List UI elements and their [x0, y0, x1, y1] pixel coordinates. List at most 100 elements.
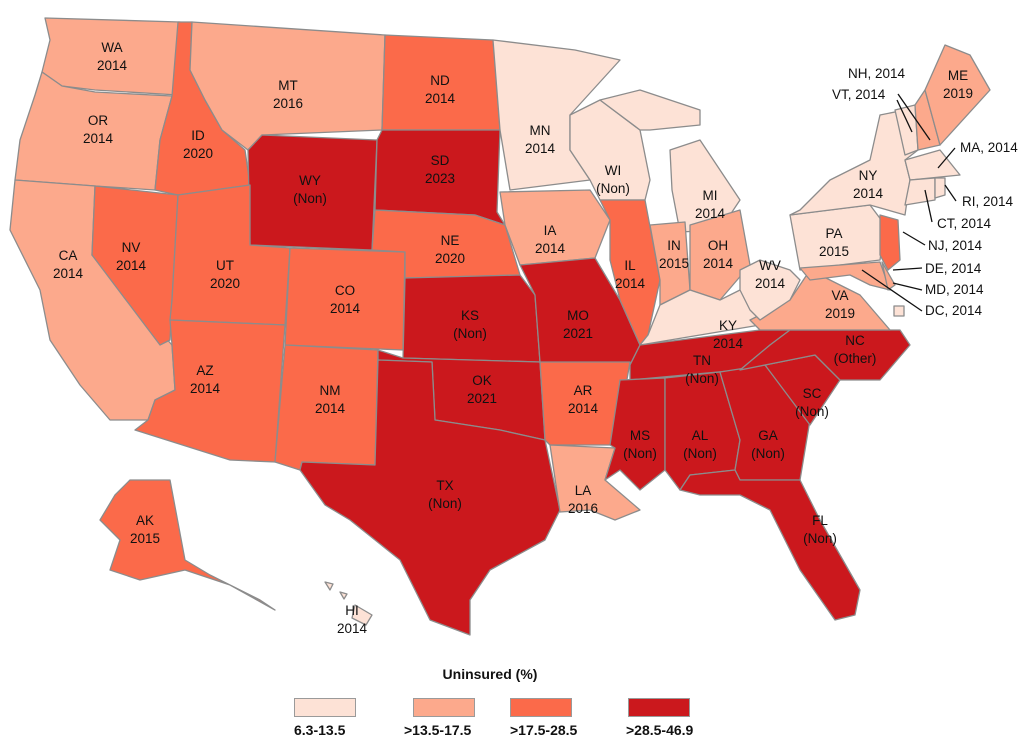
state-value-in: 2015	[659, 256, 689, 271]
state-abbr-ky: KY	[719, 318, 737, 333]
state-abbr-nc: NC	[845, 333, 865, 348]
state-de	[881, 261, 896, 291]
state-value-ks: (Non)	[453, 326, 487, 341]
legend-swatch-3	[510, 698, 572, 717]
state-abbr-or: OR	[88, 113, 109, 128]
callout-dc: DC, 2014	[925, 303, 983, 318]
callout-md: MD, 2014	[925, 282, 984, 297]
state-va	[749, 269, 891, 331]
state-ri	[934, 177, 946, 199]
state-abbr-mn: MN	[530, 123, 551, 138]
state-abbr-ny: NY	[859, 168, 878, 183]
state-abbr-ut: UT	[216, 258, 234, 273]
state-abbr-ga: GA	[758, 428, 778, 443]
state-value-nd: 2014	[425, 91, 456, 106]
state-value-ut: 2020	[210, 276, 240, 291]
state-value-oh: 2014	[703, 256, 734, 271]
state-me	[924, 44, 991, 146]
state-value-va: 2019	[825, 306, 855, 321]
leader-line-md	[892, 282, 923, 291]
state-value-mo: 2021	[563, 326, 593, 341]
state-value-tn: (Non)	[685, 371, 719, 386]
state-value-la: 2016	[568, 501, 598, 516]
state-value-mi: 2014	[695, 206, 726, 221]
state-value-ga: (Non)	[751, 446, 785, 461]
leader-line-nh	[897, 93, 931, 141]
state-abbr-sc: SC	[803, 386, 822, 401]
callout-ri: RI, 2014	[962, 194, 1014, 209]
state-ma	[904, 149, 961, 181]
state-abbr-ms: MS	[630, 428, 650, 443]
state-value-wv: 2014	[755, 276, 786, 291]
state-abbr-nm: NM	[320, 383, 341, 398]
state-dc	[893, 305, 905, 317]
state-abbr-mi: MI	[703, 188, 718, 203]
legend-title: Uninsured (%)	[442, 666, 538, 682]
state-abbr-nv: NV	[122, 240, 141, 255]
state-value-ca: 2014	[53, 266, 84, 281]
state-abbr-la: LA	[575, 483, 592, 498]
state-value-ny: 2014	[853, 186, 884, 201]
state-value-mn: 2014	[525, 141, 556, 156]
state-abbr-fl: FL	[812, 513, 828, 528]
state-abbr-mt: MT	[278, 78, 298, 93]
callout-ma: MA, 2014	[960, 140, 1018, 155]
state-value-mt: 2016	[273, 96, 303, 111]
state-abbr-oh: OH	[708, 238, 728, 253]
legend-label-3: >17.5-28.5	[510, 722, 578, 738]
state-value-ms: (Non)	[623, 446, 657, 461]
state-md	[799, 261, 891, 291]
state-ny	[789, 109, 919, 216]
state-value-az: 2014	[190, 381, 221, 396]
state-nc	[739, 329, 911, 381]
state-co	[284, 247, 406, 351]
state-ct	[904, 177, 936, 206]
leader-line-dc	[861, 269, 923, 312]
state-hi	[351, 604, 373, 626]
state-value-or: 2014	[83, 131, 114, 146]
state-value-wi: (Non)	[596, 181, 630, 196]
state-value-ky: 2014	[713, 336, 744, 351]
legend-swatch-1	[294, 698, 356, 717]
callout-ct: CT, 2014	[937, 216, 992, 231]
leader-line-ct	[924, 189, 933, 223]
state-wy	[247, 134, 378, 251]
state-abbr-me: ME	[948, 68, 968, 83]
state-oh	[689, 209, 751, 301]
state-abbr-ca: CA	[59, 248, 78, 263]
state-abbr-sd: SD	[431, 153, 450, 168]
state-abbr-ia: IA	[544, 223, 557, 238]
legend-label-2: >13.5-17.5	[404, 722, 472, 738]
state-miu	[599, 89, 701, 131]
leader-line-vt	[896, 99, 913, 133]
state-abbr-tn: TN	[693, 353, 711, 368]
state-value-tx: (Non)	[428, 496, 462, 511]
state-value-wy: (Non)	[293, 191, 327, 206]
state-wa	[41, 17, 181, 96]
state-abbr-va: VA	[831, 288, 848, 303]
state-abbr-il: IL	[624, 258, 636, 273]
state-abbr-ar: AR	[574, 383, 593, 398]
state-abbr-wv: WV	[759, 258, 781, 273]
state-abbr-ak: AK	[136, 513, 154, 528]
callout-nj: NJ, 2014	[928, 238, 983, 253]
state-abbr-co: CO	[335, 283, 355, 298]
legend-label-4: >28.5-46.9	[626, 722, 694, 738]
state-value-hi: 2014	[337, 621, 368, 636]
state-hi2	[324, 581, 334, 591]
state-value-sd: 2023	[425, 171, 455, 186]
state-abbr-al: AL	[692, 428, 709, 443]
state-abbr-nd: ND	[430, 73, 450, 88]
callout-de: DE, 2014	[925, 261, 982, 276]
state-abbr-wi: WI	[605, 163, 622, 178]
state-value-ok: 2021	[467, 391, 497, 406]
leader-line-ri	[944, 184, 957, 202]
state-abbr-mo: MO	[567, 308, 589, 323]
state-fl	[679, 469, 861, 621]
state-abbr-ne: NE	[441, 233, 460, 248]
leader-line-ma	[937, 147, 956, 169]
state-az	[134, 319, 286, 463]
state-abbr-wa: WA	[101, 40, 122, 55]
legend-swatch-4	[628, 698, 690, 717]
